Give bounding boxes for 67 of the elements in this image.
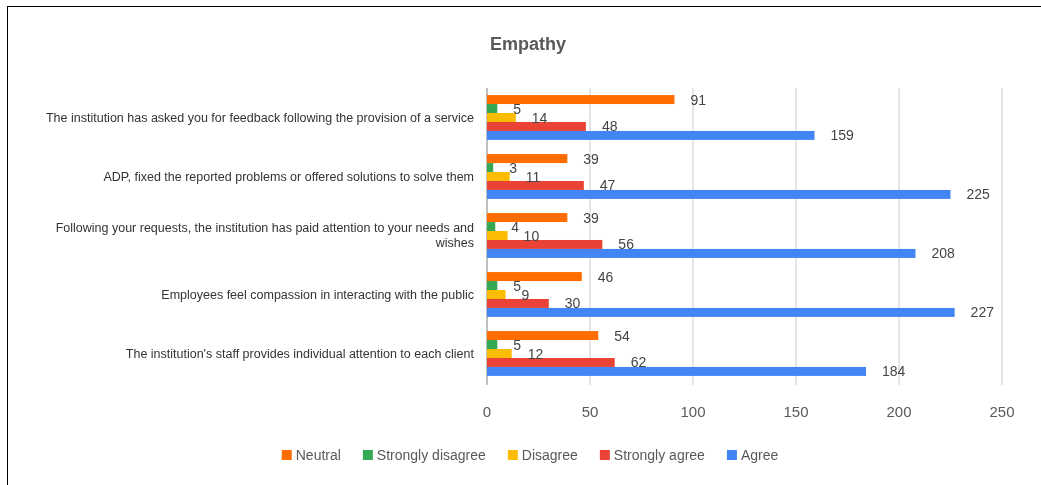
data-label: 47	[599, 177, 616, 194]
bar	[487, 349, 512, 358]
bar	[487, 272, 582, 282]
data-label: 62	[630, 354, 647, 371]
data-label: 4	[511, 218, 520, 235]
data-label: 12	[527, 345, 544, 362]
bar	[487, 154, 568, 164]
x-tick-label: 250	[989, 403, 1015, 420]
bar	[487, 222, 496, 232]
bar	[487, 340, 498, 350]
data-label: 10	[523, 227, 540, 244]
legend-label: Agree	[740, 447, 779, 463]
bar	[487, 121, 586, 131]
bar	[487, 357, 615, 367]
bar	[487, 163, 494, 173]
y-tick-label: Employees feel compassion in interacting with the public	[161, 287, 474, 302]
x-tick-label: 0	[482, 403, 492, 420]
data-label: 46	[597, 268, 614, 285]
bar	[487, 95, 675, 105]
bar	[487, 104, 498, 114]
legend-label: Neutral	[295, 447, 341, 463]
y-tick-label: The institution has asked you for feedback following the provision of a service	[45, 110, 475, 125]
data-label: 39	[583, 150, 600, 167]
x-tick-label: 100	[680, 403, 706, 420]
bar	[487, 113, 516, 122]
bar	[487, 239, 603, 249]
y-tick-label: Following your requests, the institution has paid attention to your needs and wishes	[55, 221, 475, 250]
bar	[487, 248, 916, 258]
data-label: 227	[970, 304, 995, 321]
bar	[487, 172, 510, 181]
legend-label: Strongly disagree	[376, 447, 487, 463]
legend-label: Disagree	[521, 447, 579, 463]
bar	[487, 290, 506, 299]
data-label: 54	[614, 327, 631, 344]
data-label: 91	[690, 91, 707, 108]
data-label: 5	[513, 100, 522, 117]
bar	[487, 366, 867, 376]
bar	[487, 298, 549, 308]
data-label: 14	[531, 109, 548, 126]
legend-label: Strongly agree	[613, 447, 706, 463]
y-tick-label: The institution's staff provides individual attention to each client	[125, 346, 475, 361]
chart-title: Empathy	[489, 34, 567, 54]
bar	[487, 331, 599, 341]
data-label: 5	[513, 277, 522, 294]
data-label: 11	[525, 168, 541, 185]
data-label: 48	[601, 118, 618, 135]
x-tick-label: 50	[581, 403, 599, 420]
bar	[487, 130, 815, 140]
bar	[487, 189, 951, 199]
data-label: 30	[564, 295, 581, 312]
x-tick-label: 150	[783, 403, 809, 420]
data-label: 208	[931, 245, 956, 262]
data-label: 3	[509, 159, 518, 176]
bar	[487, 213, 568, 223]
data-label: 184	[882, 363, 906, 380]
data-label: 5	[513, 336, 522, 353]
x-tick-label: 200	[886, 403, 912, 420]
bar	[487, 281, 498, 291]
bar	[487, 307, 955, 317]
data-label: 225	[966, 186, 991, 203]
y-tick-label: ADP, fixed the reported problems or offered solutions to solve them	[103, 169, 474, 184]
data-label: 159	[830, 127, 855, 144]
data-label: 9	[521, 286, 530, 303]
bar	[487, 231, 508, 240]
data-label: 56	[618, 236, 635, 253]
bar	[487, 180, 584, 190]
data-label: 39	[583, 209, 600, 226]
